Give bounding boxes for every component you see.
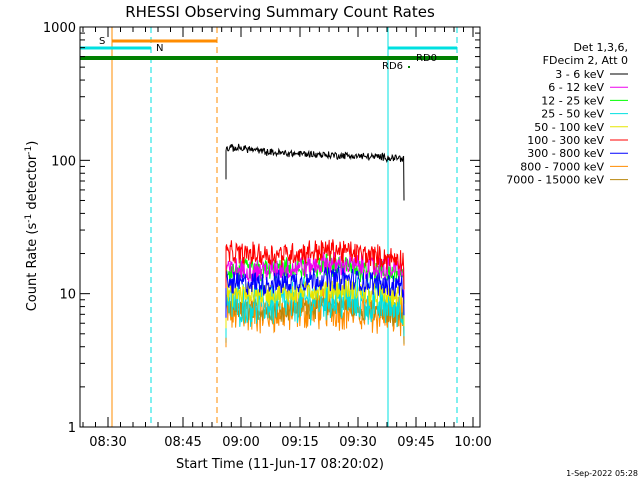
x-tick-label: 09:45 bbox=[397, 435, 434, 450]
legend-label: 800 - 7000 keV bbox=[520, 160, 604, 173]
y-axis-label-main: Count Rate (s bbox=[25, 223, 40, 312]
x-tick-label: 10:00 bbox=[454, 435, 491, 450]
series-line-6 bbox=[225, 264, 405, 318]
x-tick-label: 08:45 bbox=[164, 435, 201, 450]
series-line-3 bbox=[225, 274, 405, 338]
footer-timestamp: 1-Sep-2022 05:28 bbox=[566, 469, 638, 478]
y-axis-label: Count Rate (s-1 detector-1) bbox=[24, 141, 40, 312]
chart-title: RHESSI Observing Summary Count Rates bbox=[125, 3, 435, 21]
series-line-5 bbox=[225, 239, 405, 290]
y-axis-label-mid: detector bbox=[25, 154, 40, 214]
legend-label: 3 - 6 keV bbox=[555, 68, 604, 81]
legend-label: 50 - 100 keV bbox=[534, 121, 604, 134]
y-tick-label: 1 bbox=[68, 421, 76, 436]
legend-label: 6 - 12 keV bbox=[548, 81, 604, 94]
y-tick-label: 100 bbox=[51, 154, 76, 169]
x-axis-label: Start Time (11-Jun-17 08:20:02) bbox=[176, 457, 384, 472]
y-axis-label-end: ) bbox=[25, 141, 40, 146]
y-axis-label-sup2: -1 bbox=[24, 146, 34, 155]
legend-label: 25 - 50 keV bbox=[541, 108, 604, 121]
plot-frame bbox=[79, 26, 481, 428]
flag-rd6-dot bbox=[408, 66, 410, 68]
y-axis-label-sup1: -1 bbox=[24, 214, 34, 223]
flag-label-rd0: RD0 bbox=[416, 53, 437, 64]
y-tick-label: 1000 bbox=[43, 21, 76, 36]
legend-label: 300 - 800 keV bbox=[527, 147, 604, 160]
x-tick-label: 08:30 bbox=[89, 435, 126, 450]
legend-header-line-2: FDecim 2, Att 0 bbox=[543, 54, 628, 67]
flag-label-n: N bbox=[156, 43, 163, 54]
flag-label-rd6: RD6 bbox=[382, 61, 403, 72]
series-line-0 bbox=[225, 143, 405, 201]
x-tick-label: 09:15 bbox=[281, 435, 318, 450]
legend-label: 100 - 300 keV bbox=[527, 134, 604, 147]
flag-label-s: S bbox=[99, 36, 105, 47]
plot-area bbox=[80, 27, 458, 427]
legend-label: 12 - 25 keV bbox=[541, 94, 604, 107]
x-tick-label: 09:00 bbox=[222, 435, 259, 450]
y-tick-label: 10 bbox=[59, 288, 76, 303]
legend-header-line-1: Det 1,3,6, bbox=[573, 41, 628, 54]
x-tick-label: 09:30 bbox=[339, 435, 376, 450]
legend-label: 7000 - 15000 keV bbox=[506, 174, 604, 187]
